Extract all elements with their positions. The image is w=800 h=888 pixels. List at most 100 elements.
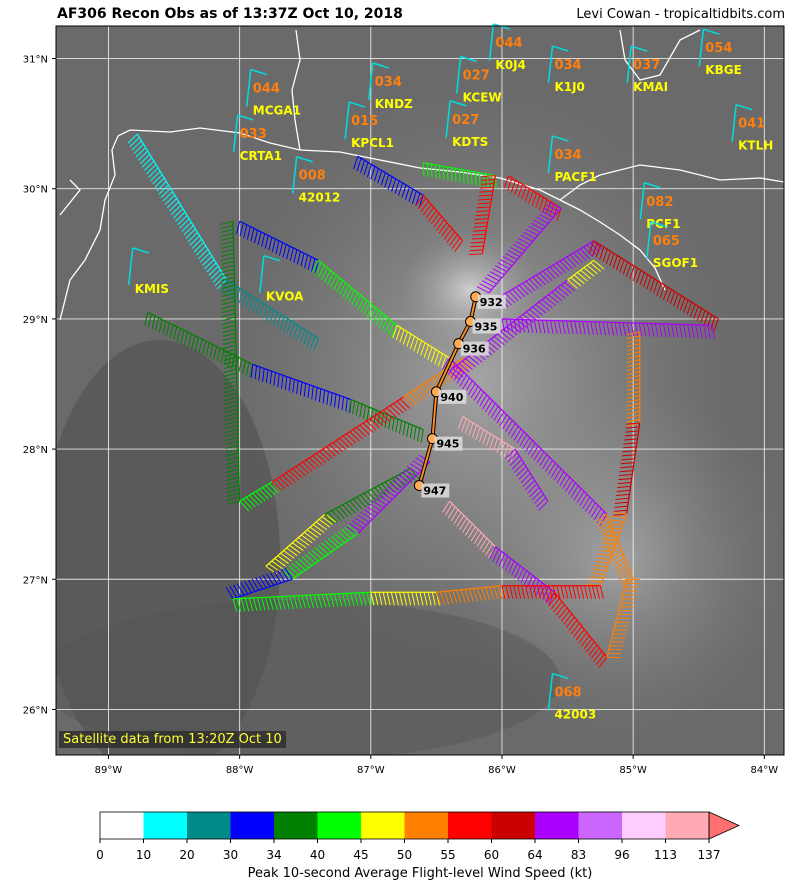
wind-barb — [656, 282, 662, 296]
wind-barb — [536, 216, 549, 224]
flight-leg — [435, 585, 507, 606]
wind-barb — [305, 459, 316, 470]
wind-barb — [525, 440, 533, 452]
wind-barb — [337, 593, 343, 607]
wind-barb — [513, 428, 522, 441]
wind-barb — [450, 167, 453, 182]
wind-barb — [599, 513, 608, 526]
wind-barb — [595, 653, 605, 666]
wind-barb — [388, 415, 392, 430]
wind-barb — [541, 210, 554, 218]
wind-barb — [398, 420, 403, 434]
station-marker: 044 MCGA1 — [246, 68, 301, 118]
wind-barb — [226, 484, 240, 489]
flight-leg — [265, 513, 337, 575]
wind-barb — [298, 537, 310, 546]
leg-track — [272, 396, 404, 483]
wind-barb — [516, 466, 527, 477]
wind-barb — [512, 288, 522, 300]
wind-barb — [301, 595, 307, 609]
wind-barb — [404, 186, 410, 200]
flight-leg — [501, 318, 715, 339]
wind-barb — [184, 332, 189, 346]
wind-barb — [225, 468, 240, 473]
wind-barb — [395, 477, 408, 486]
station-marker: 034 PACF1 — [547, 135, 597, 184]
wind-barb — [360, 160, 366, 174]
colorbar-segment — [361, 812, 405, 839]
wind-barb — [395, 418, 399, 433]
wind-barb — [262, 368, 265, 382]
wind-barb — [613, 509, 628, 512]
wind-barb — [334, 533, 345, 544]
station-barb-flag — [703, 28, 720, 35]
wind-barb — [548, 294, 560, 304]
wind-barb — [274, 558, 286, 567]
wind-barb — [626, 331, 640, 336]
station-barb-flag — [650, 221, 668, 228]
graticule — [56, 26, 784, 755]
wind-barb — [503, 328, 515, 338]
wind-barb — [370, 592, 375, 606]
wind-barb — [269, 371, 273, 385]
leg-track — [449, 279, 568, 372]
wind-barb — [308, 551, 319, 562]
lon-tick-label: 84°W — [751, 765, 779, 776]
wind-barb — [286, 246, 291, 260]
wind-barb — [434, 164, 437, 179]
wind-barb — [284, 376, 288, 390]
wind-barb — [467, 526, 476, 539]
wind-barb — [221, 296, 235, 302]
station-marker: 065 SGOF1 — [646, 221, 698, 270]
wind-barb — [485, 587, 491, 601]
wind-barb — [622, 446, 637, 449]
wind-barb — [349, 500, 359, 512]
wind-barb — [197, 248, 209, 260]
wind-barb — [476, 535, 485, 547]
wind-barb — [155, 317, 160, 331]
wind-barb — [535, 497, 547, 508]
wind-barb — [281, 568, 289, 581]
lon-tick-label: 88°W — [226, 765, 254, 776]
wind-barb — [478, 198, 492, 201]
wind-barb — [226, 496, 240, 501]
wind-barb — [618, 474, 633, 477]
flight-leg — [503, 175, 562, 222]
flight-leg — [449, 279, 579, 380]
wind-barb — [221, 268, 235, 274]
wind-barb — [185, 228, 196, 239]
wind-barb — [300, 253, 305, 267]
wind-barb — [572, 585, 577, 599]
wind-barb — [619, 259, 625, 273]
wind-barb — [593, 508, 602, 521]
wind-barb — [324, 540, 336, 551]
wind-barb — [273, 372, 276, 386]
wind-barb — [710, 316, 716, 330]
wind-barb — [550, 598, 560, 610]
wind-barb — [262, 305, 268, 319]
wind-barb — [505, 253, 518, 261]
wind-barb — [357, 297, 365, 311]
station-id: 42003 — [554, 708, 596, 722]
wind-barb — [127, 133, 138, 144]
wind-barb — [529, 486, 540, 498]
wind-barb — [573, 274, 585, 284]
wind-barb — [646, 323, 651, 337]
wind-barb — [148, 167, 159, 178]
wind-barb — [474, 172, 477, 186]
wind-barb — [158, 184, 169, 195]
station-id: K0J4 — [495, 58, 525, 72]
wind-barb — [545, 459, 553, 472]
colorbar-tick-label: 96 — [614, 848, 629, 862]
wind-barb — [280, 552, 292, 562]
wind-barb — [349, 431, 360, 442]
station-barb — [368, 62, 374, 101]
wind-barb — [490, 174, 493, 189]
wind-barb — [135, 147, 146, 158]
station-barb — [698, 29, 705, 67]
wind-barb — [618, 322, 623, 336]
credit-text: Levi Cowan - tropicaltidbits.com — [576, 7, 785, 22]
pressure-label: 936 — [463, 343, 486, 356]
leg-track — [593, 240, 719, 320]
wind-barb — [480, 183, 495, 185]
